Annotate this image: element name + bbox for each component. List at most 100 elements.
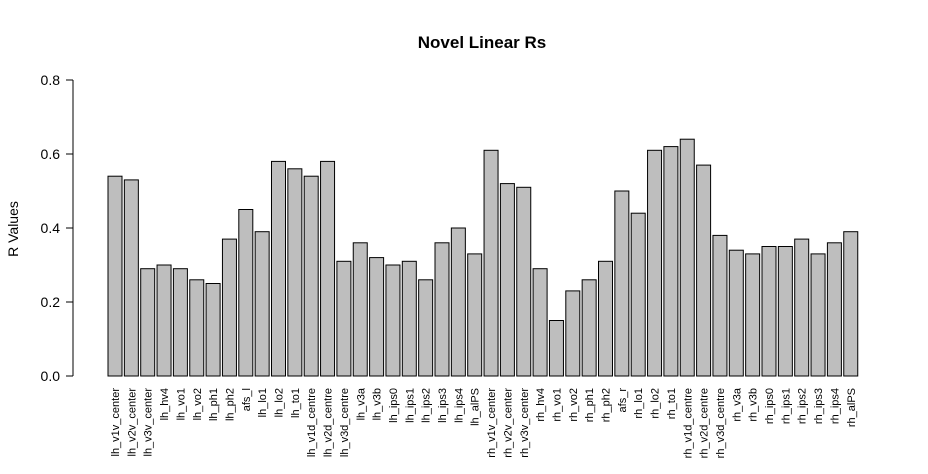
bar [843, 231, 859, 377]
x-tick-label: rh_vo2 [568, 388, 580, 422]
y-tick-label: 0.0 [41, 368, 61, 384]
x-tick-label: rh_ips4 [829, 388, 841, 424]
bar [352, 242, 368, 377]
y-tick-label: 0.8 [41, 72, 61, 88]
x-tick-label: lh_v3a [355, 387, 367, 420]
x-tick-label: afs_r [617, 388, 629, 413]
x-tick-label: rh_ips3 [813, 388, 825, 424]
bar [401, 260, 417, 377]
bar [483, 149, 499, 377]
x-tick-label: lh_v3b [372, 388, 384, 420]
x-tick-label: rh_ph2 [601, 388, 613, 422]
x-tick-label: lh_ips3 [437, 388, 449, 423]
bar [189, 279, 205, 377]
x-tick-label: lh_v1d_centre [306, 388, 318, 457]
chart-title: Novel Linear Rs [418, 33, 547, 52]
bar [548, 320, 564, 377]
bar [450, 227, 466, 377]
x-tick-label: lh_ips1 [404, 388, 416, 423]
bar [532, 268, 548, 377]
x-tick-label: rh_ips0 [764, 388, 776, 424]
bar [107, 175, 123, 377]
x-tick-label: lh_vo1 [175, 388, 187, 420]
bar [254, 231, 270, 377]
bar [221, 238, 237, 377]
bar [647, 149, 663, 377]
x-tick-label: rh_v3b [748, 388, 760, 422]
x-tick-label: rh_lo2 [650, 388, 662, 419]
bar [630, 212, 646, 377]
y-axis: 0.0 0.2 0.4 0.6 0.8 [41, 72, 74, 384]
x-tick-label: rh_hv4 [535, 388, 547, 422]
x-tick-label: rh_v2d_centre [699, 388, 711, 458]
bar [499, 183, 515, 377]
x-tick-label: lh_vo2 [192, 388, 204, 420]
y-tick-label: 0.6 [41, 146, 61, 162]
bar [156, 264, 172, 377]
x-tick-label: rh_v1d_centre [682, 388, 694, 458]
x-tick-label: rh_v2v_center [502, 388, 514, 458]
x-tick-label: lh_v2v_center [126, 388, 138, 457]
bar [516, 186, 532, 377]
x-tick-label: lh_ips0 [388, 388, 400, 423]
x-tick-label: lh_lo1 [257, 388, 269, 417]
bar [140, 268, 156, 377]
y-axis-label: R Values [5, 201, 21, 257]
bar [728, 249, 744, 377]
bar [663, 146, 679, 377]
bar [565, 290, 581, 377]
x-tick-label: lh_ips4 [453, 388, 465, 423]
bar [287, 168, 303, 377]
bar [320, 160, 336, 377]
x-tick-label: rh_ph1 [584, 388, 596, 422]
x-tick-label: lh_lo2 [274, 388, 286, 417]
bars-group [107, 138, 859, 377]
bar [238, 209, 254, 377]
bar [271, 160, 286, 377]
x-tick-label: rh_to1 [666, 388, 678, 419]
bar [581, 279, 597, 377]
bar [712, 234, 728, 377]
bar [205, 283, 221, 377]
y-tick-label: 0.4 [41, 220, 61, 236]
x-tick-label: rh_v3d_centre [715, 388, 727, 458]
x-tick-label: rh_ips2 [797, 388, 809, 424]
bar [336, 260, 352, 377]
bar [745, 253, 761, 377]
x-tick-label: lh_v2d_centre [323, 388, 335, 457]
x-tick-label: afs_l [241, 388, 253, 411]
bar [172, 268, 188, 377]
bar [467, 253, 483, 377]
x-tick-label: lh_ph1 [208, 388, 220, 421]
x-tick-label: rh_alPS [846, 388, 858, 427]
bar [369, 257, 385, 377]
bar [123, 179, 139, 377]
bar [794, 238, 810, 377]
bar [696, 164, 712, 377]
bar [777, 246, 793, 377]
x-tick-label: rh_lo1 [633, 388, 645, 419]
bar [761, 246, 777, 377]
bar [810, 253, 826, 377]
bar [418, 279, 434, 377]
x-tick-label: lh_to1 [290, 388, 302, 418]
bar [598, 260, 613, 377]
bar [434, 242, 450, 377]
bar [679, 138, 695, 377]
x-tick-label: lh_ips2 [421, 388, 433, 423]
bar [614, 190, 630, 377]
x-tick-label: rh_ips1 [780, 388, 792, 424]
x-tick-labels: lh_v1v_center lh_v2v_center lh_v3v_center l… [110, 387, 858, 458]
bar [826, 242, 842, 377]
x-tick-label: rh_vo1 [551, 388, 563, 422]
x-tick-label: lh_v1v_center [110, 388, 122, 457]
bar [303, 175, 319, 377]
x-tick-label: lh_alPS [470, 388, 482, 426]
x-tick-label: lh_v3d_centre [339, 388, 351, 457]
x-tick-label: rh_v3a [731, 387, 743, 422]
x-tick-label: rh_v3v_center [519, 388, 531, 458]
x-tick-label: lh_v3v_center [143, 388, 155, 457]
y-tick-label: 0.2 [41, 294, 61, 310]
x-tick-label: rh_v1v_center [486, 388, 498, 458]
